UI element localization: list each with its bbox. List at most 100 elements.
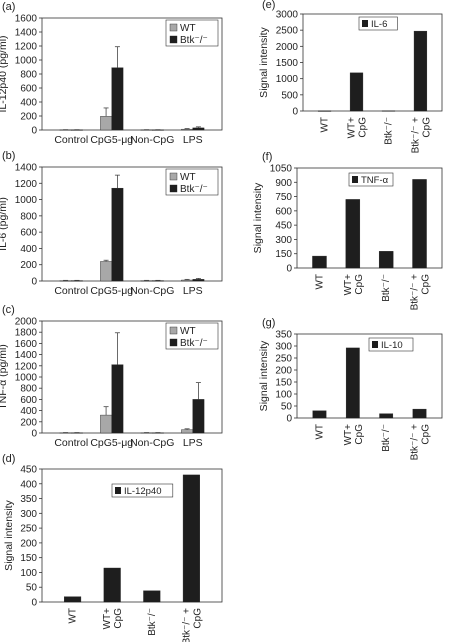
y-tick-label: 1200 xyxy=(15,361,38,372)
legend-label: Btk⁻/⁻ xyxy=(180,338,208,349)
legend-label: WT xyxy=(180,326,196,337)
legend-swatch xyxy=(352,176,358,183)
y-tick-label: 100 xyxy=(275,390,292,401)
panel-b: (b) 0 200 400 600 800 1000 1200 1400 IL-6 (pg/ml)… xyxy=(0,150,223,297)
bar xyxy=(317,110,332,112)
x-tick-label: CpG5-μg xyxy=(90,285,133,297)
x-tick-label: Control xyxy=(54,437,88,449)
legend-label: WT xyxy=(180,172,196,183)
y-tick-label: 1600 xyxy=(15,14,38,25)
y-axis-label: Signal intensity xyxy=(258,340,270,411)
x-tick-label: Non-CpG xyxy=(130,134,174,146)
legend-label: IL-6 xyxy=(371,19,387,30)
x-tick-label-line: CpG xyxy=(358,117,369,138)
bar xyxy=(111,67,124,131)
legend-swatch xyxy=(362,20,368,27)
bar xyxy=(181,128,193,131)
y-tick-label: 900 xyxy=(275,178,292,189)
bar xyxy=(100,414,112,434)
bar xyxy=(381,110,396,112)
y-tick-label: 1600 xyxy=(15,339,38,350)
y-tick-label: 200 xyxy=(20,260,37,271)
bar xyxy=(349,72,364,112)
y-tick-label: 200 xyxy=(20,538,37,549)
x-tick-label: WT xyxy=(314,424,325,440)
x-tick-label-line: WT xyxy=(320,117,331,133)
y-tick-label: 750 xyxy=(275,192,292,203)
legend-swatch xyxy=(169,326,178,335)
legend: IL-10 xyxy=(368,337,414,352)
y-tick-label: 300 xyxy=(20,509,37,520)
y-tick-label: 0 xyxy=(31,429,37,440)
panel-e: (e) 0 500 1000 1500 2000 2500 3000 Signal intens… xyxy=(258,0,443,153)
y-tick-label: 3000 xyxy=(276,10,299,21)
y-tick-label: 1050 xyxy=(270,164,293,175)
y-tick-label: 800 xyxy=(20,384,37,395)
y-tick-label: 350 xyxy=(20,494,37,505)
x-tick-label-line: Btk⁻/⁻ + xyxy=(410,424,421,461)
x-tick-label: Btk⁻/⁻ xyxy=(383,117,394,145)
x-tick-label: Btk⁻/⁻ xyxy=(381,274,392,302)
legend-label: Btk⁻/⁻ xyxy=(180,184,208,195)
y-tick-label: 250 xyxy=(275,354,292,365)
legend-box xyxy=(358,16,398,31)
x-tick-label-line: WT+ xyxy=(343,424,354,446)
bar xyxy=(345,199,361,269)
panel-label: (f) xyxy=(262,151,272,163)
y-tick-label: 1000 xyxy=(15,373,38,384)
bar xyxy=(182,474,200,603)
y-tick-label: 150 xyxy=(275,249,292,260)
panel-c: (c) 0200400600800100012001400160018002000… xyxy=(0,304,223,449)
y-tick-label: 1000 xyxy=(15,195,38,206)
panel-f: (f) 0 150 300 450 600 750 900 1050 Signal intensi… xyxy=(252,151,443,311)
y-tick-label: 200 xyxy=(275,366,292,377)
panel-label: (g) xyxy=(262,317,275,329)
x-tick-label-line: Btk⁻/⁻ + xyxy=(181,608,192,642)
panel-a: (a) 0 200 400 600 800 1000 1200 1400 1600 IL-12p40… xyxy=(0,1,223,146)
legend-box xyxy=(348,172,394,187)
x-tick-label: Btk⁻/⁻ xyxy=(381,424,392,452)
y-tick-label: 1200 xyxy=(15,179,38,190)
x-tick-label-line: WT xyxy=(314,424,325,440)
panel-label: (c) xyxy=(2,304,15,316)
legend-box xyxy=(368,337,414,352)
x-tick-label: Btk⁻/⁻ +CpG xyxy=(181,608,203,642)
y-tick-label: 0 xyxy=(31,126,37,137)
y-tick-label: 450 xyxy=(20,465,37,476)
bar xyxy=(181,429,193,434)
x-tick-label: Btk⁻/⁻ +CpG xyxy=(410,274,432,311)
y-tick-label: 0 xyxy=(286,264,292,275)
bar xyxy=(100,116,112,131)
x-tick-label-line: WT+ xyxy=(102,608,113,630)
legend-label: IL-10 xyxy=(381,340,403,351)
bar xyxy=(103,567,121,603)
legend: IL-12p40 xyxy=(111,483,174,498)
x-tick-label: WT+CpG xyxy=(343,424,365,446)
y-tick-label: 400 xyxy=(20,98,37,109)
legend-swatch xyxy=(115,487,121,494)
bar xyxy=(111,364,124,434)
y-tick-label: 400 xyxy=(20,479,37,490)
x-tick-label-line: CpG xyxy=(421,424,432,445)
y-tick-label: 600 xyxy=(20,228,37,239)
x-tick-label: CpG5-μg xyxy=(90,134,133,146)
bar xyxy=(100,261,112,282)
legend-swatch xyxy=(169,35,178,44)
x-tick-label: Control xyxy=(54,134,88,146)
y-axis-label: TNF-α (pg/ml) xyxy=(0,344,9,410)
legend-label: Btk⁻/⁻ xyxy=(180,35,208,46)
x-tick-label: Non-CpG xyxy=(130,285,174,297)
y-tick-label: 1400 xyxy=(15,28,38,39)
panel-label: (a) xyxy=(2,1,15,13)
x-tick-label-line: Btk⁻/⁻ xyxy=(381,424,392,452)
y-axis-label: Signal intensity xyxy=(258,26,270,97)
bar xyxy=(345,347,360,419)
bar xyxy=(379,413,394,419)
y-tick-label: 450 xyxy=(275,221,292,232)
bar xyxy=(192,399,205,434)
y-tick-label: 0 xyxy=(286,414,292,425)
x-tick-label: LPS xyxy=(183,134,203,146)
